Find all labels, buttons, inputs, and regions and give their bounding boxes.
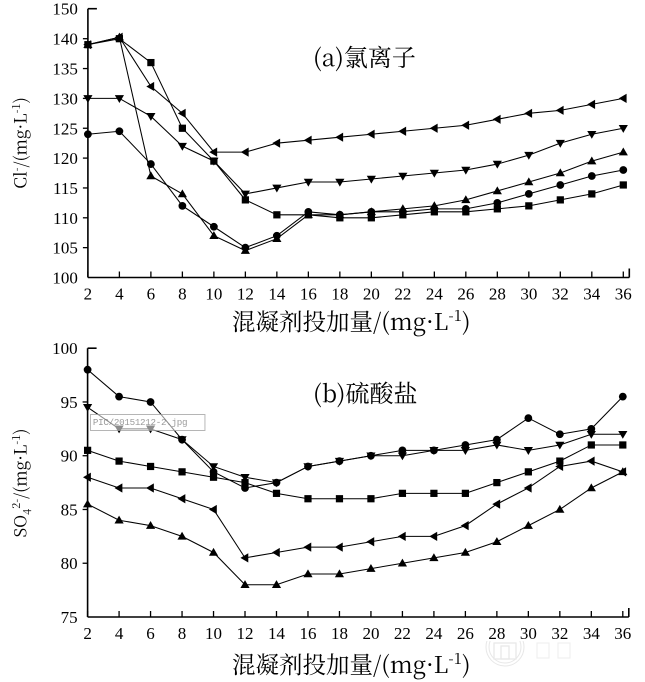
svg-text:16: 16 — [300, 285, 317, 304]
svg-text:8: 8 — [178, 285, 187, 304]
svg-text:115: 115 — [53, 179, 78, 198]
svg-text:100: 100 — [52, 339, 78, 358]
svg-text:12: 12 — [237, 285, 254, 304]
svg-text:14: 14 — [268, 624, 286, 643]
svg-text:140: 140 — [52, 30, 78, 49]
svg-text:110: 110 — [53, 209, 78, 228]
svg-text:4: 4 — [115, 285, 124, 304]
svg-text:120: 120 — [52, 149, 78, 168]
svg-text:4: 4 — [115, 624, 124, 643]
svg-text:85: 85 — [61, 500, 78, 519]
svg-text:10: 10 — [205, 285, 222, 304]
svg-text:26: 26 — [457, 624, 474, 643]
svg-text:8: 8 — [178, 624, 187, 643]
svg-text:18: 18 — [331, 285, 348, 304]
svg-text:75: 75 — [61, 608, 78, 627]
svg-text:32: 32 — [552, 285, 569, 304]
svg-text:18: 18 — [331, 624, 348, 643]
svg-text:150: 150 — [52, 0, 78, 19]
svg-text:100: 100 — [52, 269, 78, 288]
svg-text:36: 36 — [615, 285, 632, 304]
svg-text:30: 30 — [520, 285, 537, 304]
svg-text:105: 105 — [52, 239, 78, 258]
svg-text:14: 14 — [268, 285, 286, 304]
svg-text:22: 22 — [394, 624, 411, 643]
svg-text:26: 26 — [457, 285, 474, 304]
svg-text:34: 34 — [583, 285, 601, 304]
svg-text:28: 28 — [489, 285, 506, 304]
svg-text:135: 135 — [52, 60, 78, 79]
svg-text:2: 2 — [83, 624, 92, 643]
svg-text:90: 90 — [61, 447, 78, 466]
svg-text:16: 16 — [299, 624, 316, 643]
svg-text:80: 80 — [61, 554, 78, 573]
svg-text:2: 2 — [84, 285, 93, 304]
svg-text:12: 12 — [237, 624, 254, 643]
svg-text:22: 22 — [394, 285, 411, 304]
svg-text:24: 24 — [425, 624, 443, 643]
svg-text:130: 130 — [52, 89, 78, 108]
svg-text:20: 20 — [363, 285, 380, 304]
svg-text:95: 95 — [61, 393, 78, 412]
svg-text:24: 24 — [426, 285, 444, 304]
svg-text:6: 6 — [146, 624, 155, 643]
svg-text:125: 125 — [52, 119, 78, 138]
svg-text:20: 20 — [362, 624, 379, 643]
svg-text:6: 6 — [147, 285, 156, 304]
svg-text:10: 10 — [205, 624, 222, 643]
